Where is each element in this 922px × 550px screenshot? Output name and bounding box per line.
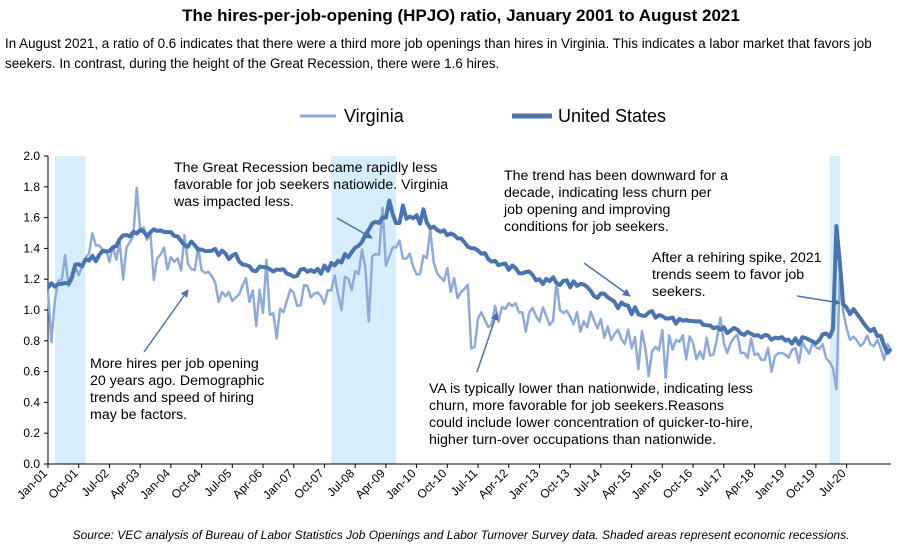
x-tick-label: Jan-19 xyxy=(751,466,787,502)
x-tick-label: Jan-16 xyxy=(629,466,665,502)
annotation-line: The trend has been downward for a xyxy=(504,168,728,184)
annotation-line: may be factors. xyxy=(90,407,187,423)
annotation-line: More hires per job opening xyxy=(90,356,259,372)
y-tick-label: 0.8 xyxy=(23,334,40,348)
annotation-line: seekers. xyxy=(652,284,706,300)
x-tick-label: Apr-18 xyxy=(721,466,757,502)
arrow-va-lower xyxy=(476,312,499,373)
x-tick-label: Jan-04 xyxy=(137,466,173,502)
annotation-line: conditions for job seekers. xyxy=(504,219,669,235)
x-tick-label: Oct-16 xyxy=(660,466,696,502)
annotation-arrows xyxy=(143,217,841,373)
x-tick-label: Jan-13 xyxy=(506,466,542,502)
x-tick-label: Oct-01 xyxy=(45,466,81,502)
chart-source-note: Source: VEC analysis of Bureau of Labor … xyxy=(72,528,850,542)
arrow-rehire xyxy=(796,295,841,306)
y-tick-label: 1.6 xyxy=(23,211,40,225)
series-line-virginia xyxy=(46,186,893,391)
annotation-line: decade, indicating less churn per xyxy=(504,185,712,201)
x-tick-label: Oct-04 xyxy=(168,466,204,502)
x-tick-label: Oct-19 xyxy=(783,466,819,502)
legend: Virginia United States xyxy=(300,106,666,126)
x-tick-label: Apr-06 xyxy=(230,466,266,502)
x-tick-label: Apr-12 xyxy=(475,466,511,502)
x-tick-label: Jul-11 xyxy=(448,466,481,499)
chart-title: The hires-per-job-opening (HPJO) ratio, … xyxy=(182,6,740,25)
x-tick-label: Jan-01 xyxy=(14,466,50,502)
series-lines xyxy=(46,186,893,391)
y-tick-label: 1.4 xyxy=(23,241,40,255)
arrow-great-recession xyxy=(336,217,373,239)
annotation-va: VA is typically lower than nationwide, i… xyxy=(429,381,753,448)
annotation-line: trends and speed of hiring xyxy=(90,390,254,406)
x-tick-label: Jul-17 xyxy=(693,466,726,499)
x-tick-label: Jul-02 xyxy=(79,466,112,499)
annotation-line: churn, more favorable for job seekers.Re… xyxy=(429,398,724,414)
annotation-line: After a rehiring spike, 2021 xyxy=(652,250,822,266)
annotation-line: trends seem to favor job xyxy=(652,267,804,283)
x-tick-label: Jul-08 xyxy=(324,466,357,499)
annotation-line: job opening and improving xyxy=(503,202,670,218)
y-tick-label: 1.0 xyxy=(23,303,40,317)
annotation-line: VA is typically lower than nationwide, i… xyxy=(429,381,753,397)
annotation-rehire: After a rehiring spike, 2021 trends seem … xyxy=(652,250,822,300)
arrow-trend xyxy=(583,262,631,297)
y-tick-label: 0.6 xyxy=(23,365,40,379)
y-tick-label: 0.0 xyxy=(23,457,40,471)
recession-band-1 xyxy=(54,156,86,464)
axes: 0.00.20.40.60.81.01.21.41.61.82.0Jan-01O… xyxy=(14,149,891,502)
series-line-united-states xyxy=(46,198,893,355)
annotation-line: The Great Recession became rapidly less xyxy=(174,160,437,176)
annotation-trend: The trend has been downward for a decade,… xyxy=(503,168,728,235)
annotation-line: could include lower concentration of qui… xyxy=(429,415,753,431)
x-tick-label: Jul-05 xyxy=(201,466,234,499)
annotation-line: higher turn-over occupations than nation… xyxy=(429,432,716,448)
arrow-more-hires xyxy=(143,289,189,353)
x-tick-label: Apr-15 xyxy=(598,466,634,502)
chart-subtitle: In August 2021, a ratio of 0.6 indicates… xyxy=(5,36,872,71)
y-tick-label: 0.2 xyxy=(23,426,40,440)
legend-label-virginia: Virginia xyxy=(344,106,405,126)
x-tick-label: Apr-03 xyxy=(107,466,143,502)
x-tick-label: Jul-20 xyxy=(816,466,849,499)
x-tick-label: Oct-13 xyxy=(537,466,573,502)
y-tick-label: 1.8 xyxy=(23,180,40,194)
x-tick-label: Jan-10 xyxy=(383,466,419,502)
x-tick-label: Oct-07 xyxy=(291,466,327,502)
y-tick-label: 0.4 xyxy=(23,395,40,409)
x-tick-label: Jul-14 xyxy=(570,466,603,499)
annotation-line: was impacted less. xyxy=(173,194,294,210)
y-tick-label: 1.2 xyxy=(23,272,40,286)
annotation-line: favorable for job seekers natiowide. Vir… xyxy=(174,177,448,193)
annotation-more: More hires per job opening 20 years ago. … xyxy=(90,356,264,423)
x-tick-label: Apr-09 xyxy=(353,466,389,502)
annotation-gr: The Great Recession became rapidly less f… xyxy=(173,160,448,210)
x-tick-label: Jan-07 xyxy=(260,466,296,502)
annotation-line: 20 years ago. Demographic xyxy=(90,373,264,389)
y-tick-label: 2.0 xyxy=(23,149,40,163)
annotations: The Great Recession became rapidly less f… xyxy=(90,160,822,448)
x-tick-label: Oct-10 xyxy=(414,466,450,502)
legend-label-united-states: United States xyxy=(558,106,666,126)
hpjo-line-chart: 0.00.20.40.60.81.01.21.41.61.82.0Jan-01O… xyxy=(14,106,893,502)
